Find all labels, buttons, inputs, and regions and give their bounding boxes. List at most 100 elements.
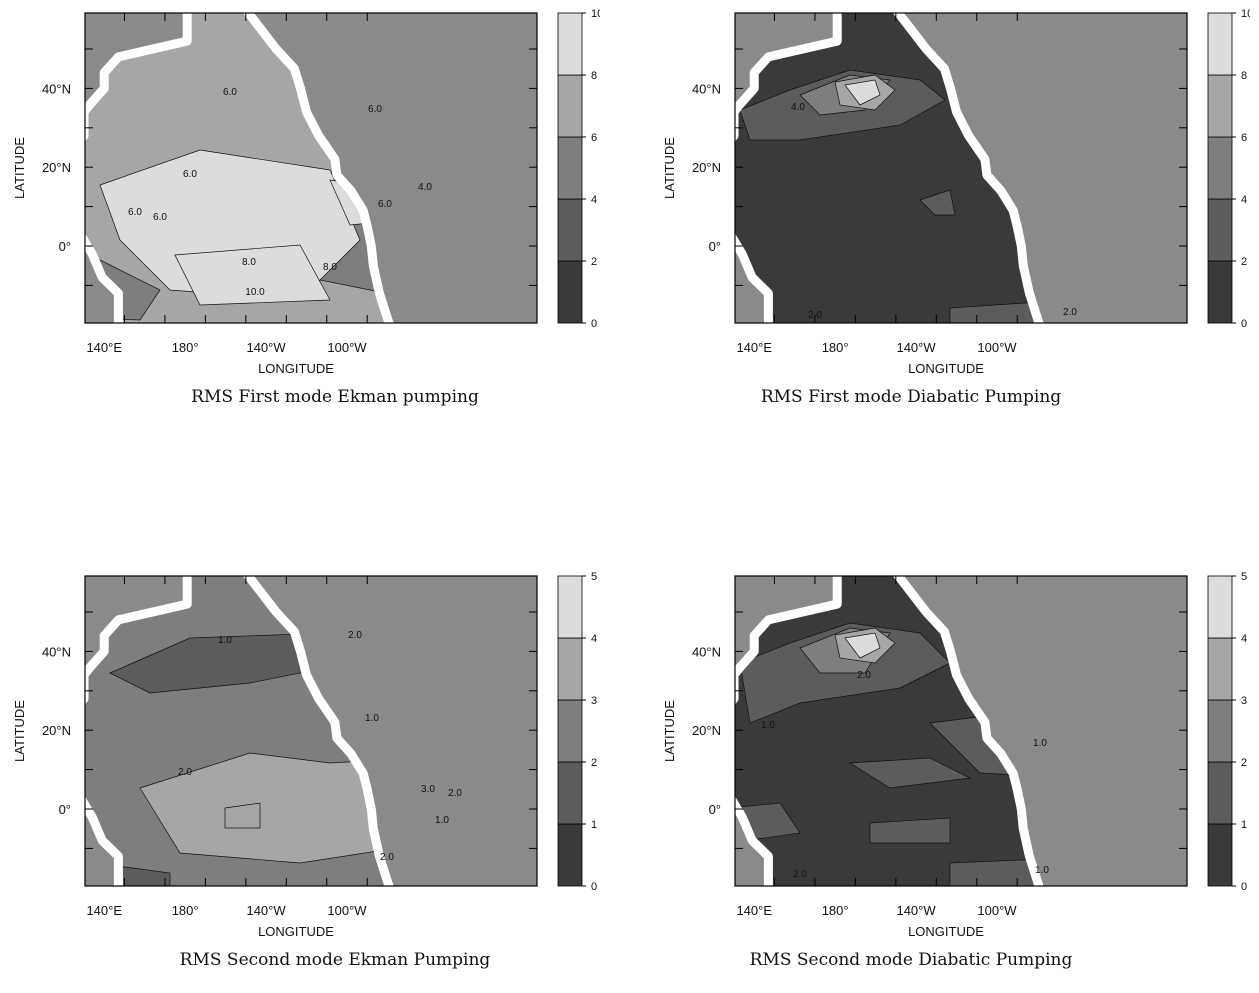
contour-region xyxy=(844,79,881,106)
colorbar-label: 2 xyxy=(1241,256,1247,268)
x-tick-label: 100°W xyxy=(327,903,367,918)
contour-label: 3.0 xyxy=(421,784,435,795)
colorbar-label: 8 xyxy=(591,70,597,82)
map-frame xyxy=(734,12,1188,324)
colorbar: 0 1 2 3 4 5 xyxy=(1207,571,1247,893)
colorbar-segment xyxy=(557,761,583,825)
y-tick-label: 40°N xyxy=(42,644,71,659)
colorbar-segment xyxy=(557,260,583,324)
colorbar-segment xyxy=(1207,761,1233,825)
contour-label: 10.0 xyxy=(245,287,265,298)
contour-label: 8.0 xyxy=(323,262,337,273)
y-axis-label: LATITUDE xyxy=(12,137,27,199)
colorbar-label: 4 xyxy=(591,194,597,206)
colorbar-segment xyxy=(557,74,583,138)
x-tick-label: 140°W xyxy=(246,903,286,918)
contour-label: 2.0 xyxy=(793,869,807,880)
map-area xyxy=(85,576,537,886)
contour-label: 1.0 xyxy=(1035,865,1049,876)
colorbar-label: 3 xyxy=(591,695,597,707)
contour-region xyxy=(848,757,972,789)
colorbar-label: 3 xyxy=(1241,695,1247,707)
contour-label: 2.0 xyxy=(448,788,462,799)
y-tick-label: 0° xyxy=(709,802,721,817)
contour-label: 1.0 xyxy=(435,815,449,826)
y-tick-label: 0° xyxy=(59,239,71,254)
contour-label: 6.0 xyxy=(128,207,142,218)
colorbar-segment xyxy=(557,136,583,200)
y-tick-label: 40°N xyxy=(692,81,721,96)
panel-caption: RMS First mode Diabatic Pumping xyxy=(760,387,1062,407)
colorbar-segment xyxy=(1207,198,1233,262)
colorbar-label: 10 xyxy=(591,8,600,20)
x-axis-label: LONGITUDE xyxy=(258,361,334,376)
x-axis: 140°E 180° 140°W 100°W LONGITUDE xyxy=(86,576,368,939)
colorbar-label: 4 xyxy=(1241,633,1247,645)
contour-label: 8.0 xyxy=(242,257,256,268)
colorbar-label: 1 xyxy=(1241,819,1247,831)
colorbar-label: 6 xyxy=(591,132,597,144)
map-panel-diabatic-second-mode: 2.0 1.0 1.0 2.0 1.0 140°E 180° 140°W 100°W LONGI… xyxy=(650,563,1250,993)
y-axis-label: LATITUDE xyxy=(662,700,677,762)
colorbar: 0 1 2 3 4 5 xyxy=(557,571,597,893)
map-area xyxy=(85,13,537,323)
y-tick-label: 0° xyxy=(709,239,721,254)
contour-label: 6.0 xyxy=(153,212,167,223)
x-tick-label: 140°W xyxy=(246,340,286,355)
panel-caption: RMS Second mode Ekman Pumping xyxy=(179,950,491,970)
colorbar-label: 2 xyxy=(591,757,597,769)
coastline-east xyxy=(892,13,1044,323)
contour-label: 1.0 xyxy=(761,720,775,731)
colorbar-segment xyxy=(1207,260,1233,324)
x-axis-label: LONGITUDE xyxy=(258,924,334,939)
map-plot: 6.0 6.0 6.0 6.0 4.0 6.0 6.0 8.0 8.0 10.0 140°E 180… xyxy=(12,8,600,376)
y-axis: 40°N 20°N 0° LATITUDE xyxy=(662,611,1187,849)
x-tick-label: 140°W xyxy=(896,340,936,355)
colorbar-segment xyxy=(1207,823,1233,887)
y-tick-label: 20°N xyxy=(692,723,721,738)
colorbar-segment xyxy=(1207,637,1233,701)
x-tick-label: 100°W xyxy=(977,340,1017,355)
colorbar-segment xyxy=(557,823,583,887)
x-tick-label: 140°E xyxy=(736,340,772,355)
contour-labels: 2.0 1.0 1.0 2.0 1.0 xyxy=(761,670,1049,880)
colorbar-segment xyxy=(1207,74,1233,138)
y-tick-label: 20°N xyxy=(42,160,71,175)
coastline-east xyxy=(242,13,394,323)
map-frame xyxy=(734,575,1188,887)
contour-region xyxy=(844,632,881,659)
map-frame-rect xyxy=(734,575,1188,887)
land-americas xyxy=(898,576,1187,886)
y-axis-label: LATITUDE xyxy=(662,137,677,199)
contour-labels: 6.0 6.0 6.0 6.0 4.0 6.0 6.0 8.0 8.0 10.0 xyxy=(128,87,432,298)
coastline-west xyxy=(735,576,842,886)
colorbar-label: 4 xyxy=(1241,194,1247,206)
colorbar-segment xyxy=(557,637,583,701)
x-axis: 140°E 180° 140°W 100°W LONGITUDE xyxy=(86,13,368,376)
x-axis-label: LONGITUDE xyxy=(908,361,984,376)
land-asia xyxy=(85,13,188,323)
contour-label: 6.0 xyxy=(378,199,392,210)
contour-label: 1.0 xyxy=(218,635,232,646)
contour-label: 1.0 xyxy=(1033,738,1047,749)
map-panel-ekman-first-mode: 6.0 6.0 6.0 6.0 4.0 6.0 6.0 8.0 8.0 10.0 140°E 180… xyxy=(0,0,600,430)
contour-region xyxy=(919,189,956,216)
coastline-east xyxy=(892,576,1044,886)
map-frame-rect xyxy=(734,12,1188,324)
x-tick-label: 180° xyxy=(822,903,849,918)
coastline-west xyxy=(735,13,842,323)
y-tick-label: 20°N xyxy=(692,160,721,175)
colorbar-label: 2 xyxy=(591,256,597,268)
colorbar-label: 5 xyxy=(591,571,597,583)
contour-region xyxy=(174,244,331,306)
contour-label: 1.0 xyxy=(365,713,379,724)
y-tick-label: 40°N xyxy=(42,81,71,96)
colorbar-label: 6 xyxy=(1241,132,1247,144)
x-axis: 140°E 180° 140°W 100°W LONGITUDE xyxy=(736,576,1018,939)
land-asia xyxy=(85,576,188,886)
contour-region xyxy=(224,802,261,829)
map-plot: 1.0 2.01.02.03.0 2.01.02.0 140°E 180° 140°W 1… xyxy=(12,571,597,939)
contour-label: 6.0 xyxy=(368,104,382,115)
colorbar-label: 4 xyxy=(591,633,597,645)
